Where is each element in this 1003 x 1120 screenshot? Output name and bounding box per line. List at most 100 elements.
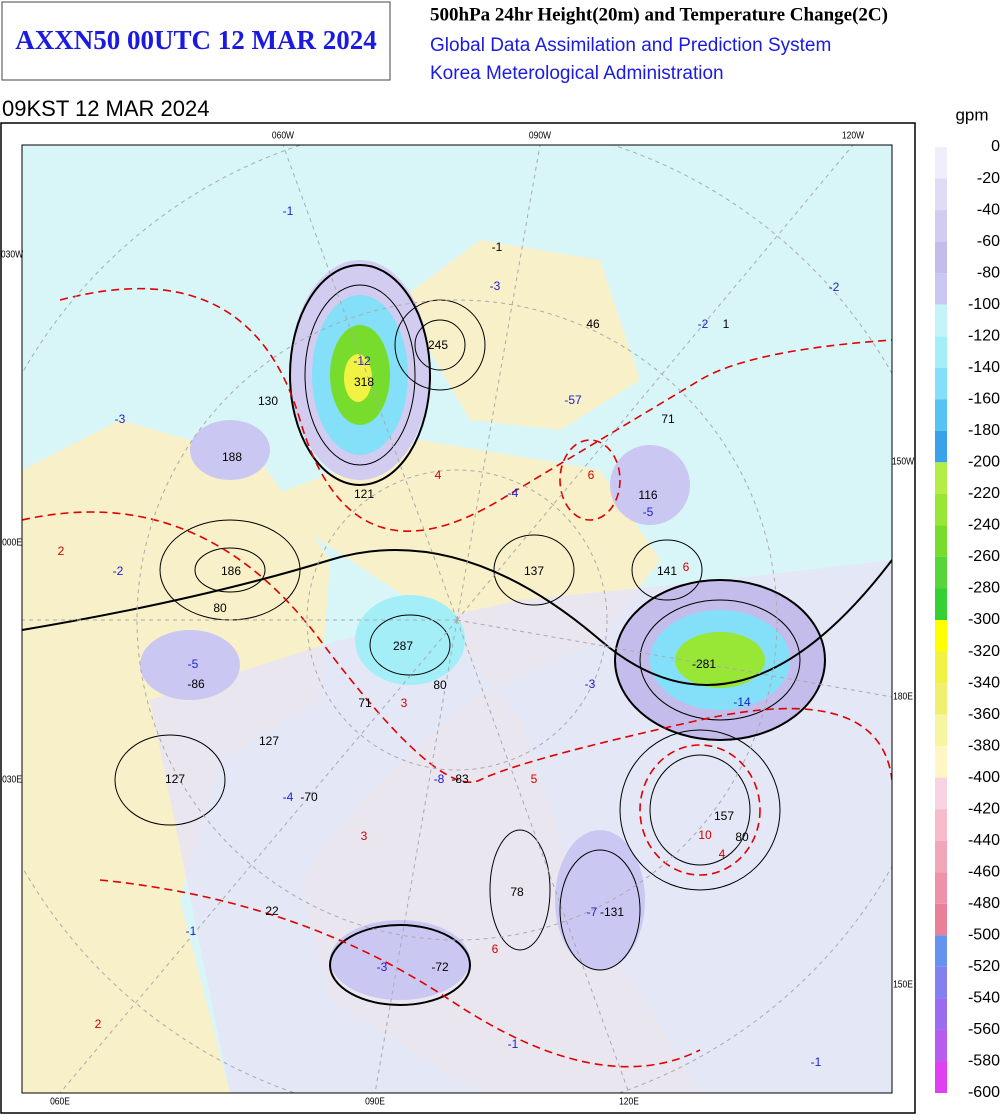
map-value-label: 186 <box>221 564 241 578</box>
map-value-label: -4 <box>283 790 294 804</box>
legend-swatch <box>935 556 947 589</box>
coordinate-label: 060W <box>272 130 294 141</box>
map-value-label: 287 <box>393 639 413 653</box>
legend-level: -280 <box>968 580 1000 597</box>
land <box>400 240 640 430</box>
coordinate-label: 030W <box>1 249 23 260</box>
legend-level: -20 <box>977 170 1000 187</box>
coordinate-label: 120E <box>619 1096 639 1107</box>
legend-swatch <box>935 525 947 557</box>
legend-swatch <box>935 210 947 242</box>
map-value-label: -281 <box>692 657 716 671</box>
map-value-label: -1 <box>508 1037 519 1051</box>
legend-swatch <box>935 872 947 904</box>
legend-level: -340 <box>968 674 1000 691</box>
legend-level: -260 <box>968 548 1000 565</box>
legend-level: -40 <box>977 201 1000 218</box>
legend-swatch <box>935 493 947 526</box>
graticule <box>22 145 892 1093</box>
coordinate-label: 090W <box>529 130 551 141</box>
legend: 0 -20 -40 -60 -80 -100 -120 -140 -160 -180 -200 -22… <box>935 138 1000 1101</box>
legend-level: -380 <box>968 737 1000 754</box>
map-value-label: -3 <box>490 279 501 293</box>
valid-time: 09KST 12 MAR 2024 <box>2 96 210 121</box>
legend-level: -560 <box>968 1021 1000 1038</box>
legend-level: -600 <box>968 1084 1000 1101</box>
map-value-label: -2 <box>829 280 840 294</box>
legend-swatch <box>935 998 947 1030</box>
map-value-label: 245 <box>428 338 448 352</box>
legend-swatch <box>935 430 947 463</box>
map-value-label: -3 <box>585 677 596 691</box>
agency: Korea Meterological Administration <box>430 63 724 84</box>
map-value-label: -4 <box>508 486 519 500</box>
map-value-label: -131 <box>600 905 624 919</box>
legend-swatch <box>935 683 947 715</box>
legend-level: -240 <box>968 517 1000 534</box>
map-value-label: -5 <box>643 505 654 519</box>
legend-swatch <box>935 746 947 778</box>
legend-swatch <box>935 809 947 841</box>
map-value-label: 5 <box>531 772 538 786</box>
map-value-label: 141 <box>657 564 677 578</box>
map-value-label: 3 <box>401 696 408 710</box>
coordinate-label: 000E <box>2 537 22 548</box>
map-value-label: 80 <box>433 678 447 692</box>
legend-level: -200 <box>968 454 1000 471</box>
coordinate-label: 150W <box>892 456 914 467</box>
legend-swatch <box>935 462 947 494</box>
map-value-label: -1 <box>186 924 197 938</box>
map-value-label: 46 <box>586 317 600 331</box>
legend-swatch <box>935 1029 947 1062</box>
map-value-label: 22 <box>265 904 279 918</box>
map-value-label: 127 <box>259 734 279 748</box>
legend-level: -180 <box>968 422 1000 439</box>
coordinate-label: 120W <box>842 130 864 141</box>
map-value-label: -1 <box>492 240 503 254</box>
shade <box>190 420 270 480</box>
legend-level: -500 <box>968 927 1000 944</box>
map-value-label: -57 <box>564 393 582 407</box>
map-value-label: -83 <box>451 772 469 786</box>
map-value-label: -3 <box>377 960 388 974</box>
legend-swatch <box>935 620 947 652</box>
legend-level: -140 <box>968 359 1000 376</box>
legend-level: -360 <box>968 706 1000 723</box>
coordinate-label: 180E <box>893 691 913 702</box>
legend-level: -160 <box>968 390 1000 407</box>
product-box <box>1 1 391 81</box>
map-value-label: -14 <box>733 695 751 709</box>
map-value-label: 4 <box>719 847 726 861</box>
product: AXXN50 00UTC 12 MAR 2024 <box>15 25 376 55</box>
map-value-label: 6 <box>492 942 499 956</box>
legend-swatch <box>935 714 947 747</box>
legend-level: -540 <box>968 990 1000 1007</box>
map-value-label: 188 <box>222 450 242 464</box>
legend-swatch <box>935 651 947 684</box>
map-value-label: 71 <box>661 412 675 426</box>
map-value-label: 3 <box>361 829 368 843</box>
legend-swatch <box>935 178 947 211</box>
map-value-label: -3 <box>115 412 126 426</box>
shade <box>330 920 470 1000</box>
legend-swatch <box>935 840 947 873</box>
legend-level: -100 <box>968 296 1000 313</box>
map-value-label: 121 <box>354 487 374 501</box>
map-value-label: 71 <box>358 696 372 710</box>
map-value-label: 2 <box>58 544 65 558</box>
map-value-label: -2 <box>698 317 709 331</box>
legend-swatch <box>935 777 947 810</box>
title: 500hPa 24hr Height(20m) and Temperature … <box>430 4 888 25</box>
legend-swatch <box>935 304 947 337</box>
map-border <box>21 144 893 1094</box>
legend-swatch <box>935 1061 947 1093</box>
shade <box>344 354 372 402</box>
map-value-label: 10 <box>698 828 712 842</box>
legend-swatch <box>935 903 947 936</box>
map-value-label: -8 <box>434 772 445 786</box>
coordinate-label: 030E <box>2 774 22 785</box>
legend-swatch <box>935 935 947 967</box>
map-value-label: -1 <box>283 204 294 218</box>
